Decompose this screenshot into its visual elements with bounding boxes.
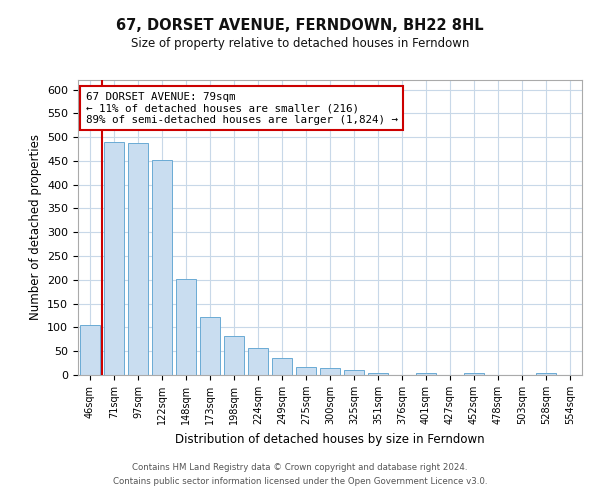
Bar xyxy=(104,142,124,375)
Text: Contains public sector information licensed under the Open Government Licence v3: Contains public sector information licen… xyxy=(113,477,487,486)
X-axis label: Distribution of detached houses by size in Ferndown: Distribution of detached houses by size … xyxy=(175,432,485,446)
Text: Contains HM Land Registry data © Crown copyright and database right 2024.: Contains HM Land Registry data © Crown c… xyxy=(132,464,468,472)
Text: Size of property relative to detached houses in Ferndown: Size of property relative to detached ho… xyxy=(131,38,469,51)
Bar xyxy=(176,279,196,375)
Bar xyxy=(320,368,340,375)
Y-axis label: Number of detached properties: Number of detached properties xyxy=(29,134,41,320)
Bar xyxy=(128,144,148,375)
Bar xyxy=(368,372,388,375)
Bar xyxy=(344,370,364,375)
Bar xyxy=(224,336,244,375)
Bar xyxy=(152,160,172,375)
Bar xyxy=(272,358,292,375)
Bar xyxy=(80,325,100,375)
Text: 67, DORSET AVENUE, FERNDOWN, BH22 8HL: 67, DORSET AVENUE, FERNDOWN, BH22 8HL xyxy=(116,18,484,32)
Bar xyxy=(296,367,316,375)
Bar xyxy=(416,373,436,375)
Bar xyxy=(464,372,484,375)
Bar xyxy=(248,348,268,375)
Bar xyxy=(200,317,220,375)
Bar xyxy=(536,372,556,375)
Text: 67 DORSET AVENUE: 79sqm
← 11% of detached houses are smaller (216)
89% of semi-d: 67 DORSET AVENUE: 79sqm ← 11% of detache… xyxy=(86,92,398,125)
